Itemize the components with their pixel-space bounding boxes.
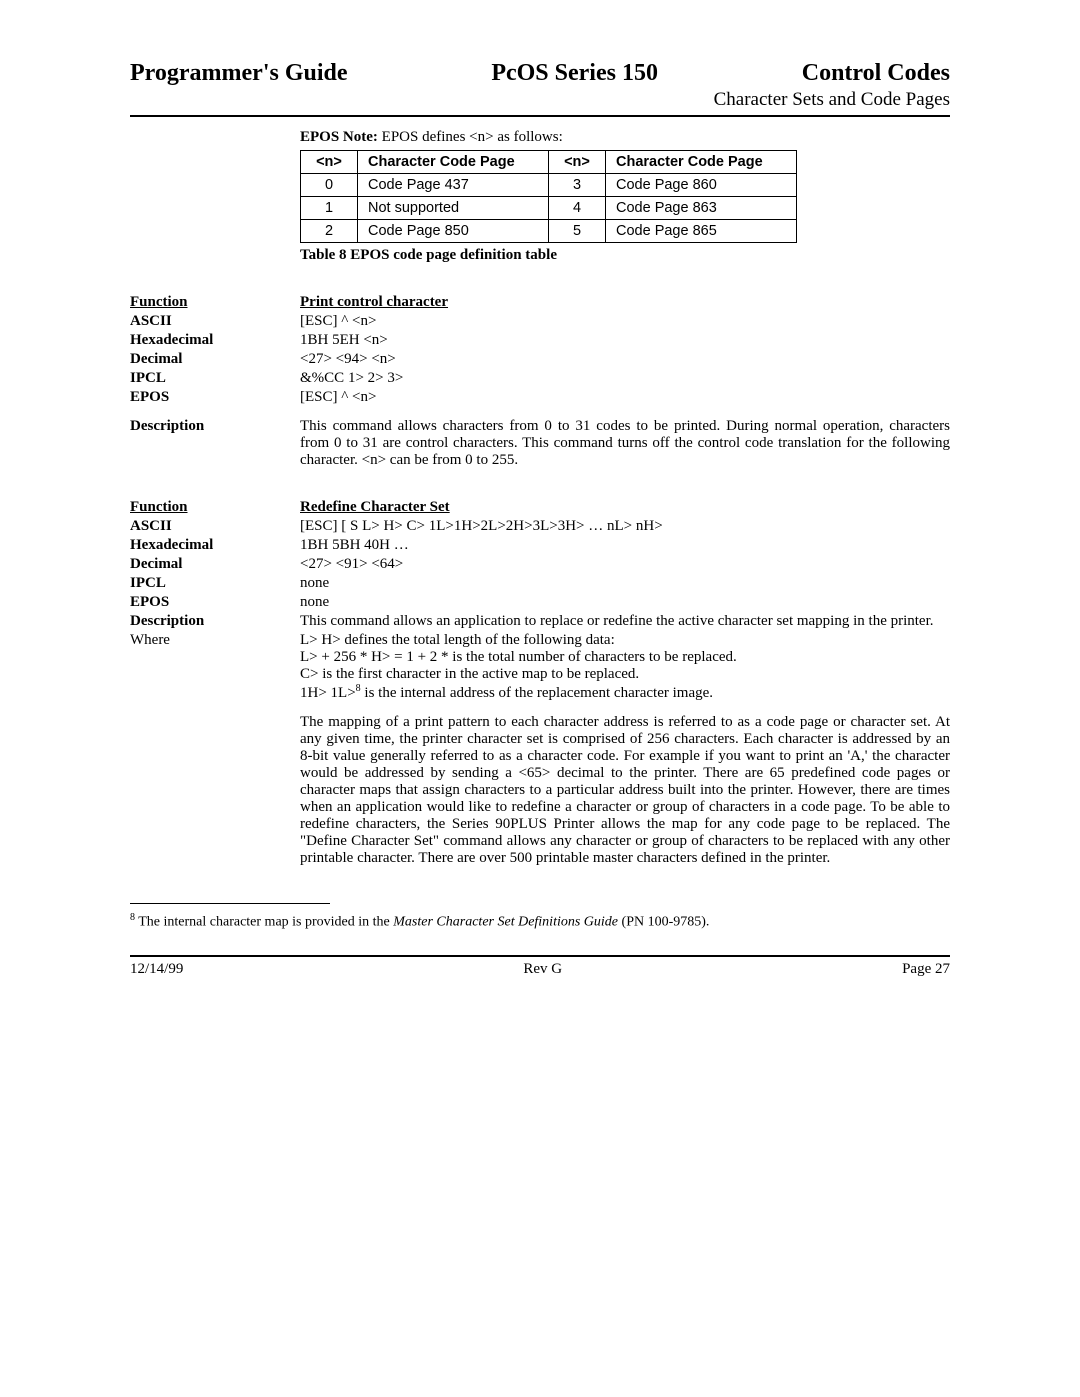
table-caption: Table 8 EPOS code page definition table: [300, 247, 950, 264]
label-ascii: ASCII: [130, 518, 300, 535]
footnote: 8 The internal character map is provided…: [130, 912, 950, 931]
value-function: Redefine Character Set: [300, 499, 950, 516]
footer-left: 12/14/99: [130, 961, 183, 978]
label-epos: EPOS: [130, 594, 300, 611]
th-n2: <n>: [549, 151, 606, 174]
th-cp2: Character Code Page: [606, 151, 797, 174]
label-description: Description: [130, 613, 300, 630]
epos-note-label: EPOS Note:: [300, 129, 378, 145]
value-hex: 1BH 5BH 40H …: [300, 537, 950, 554]
epos-table: <n> Character Code Page <n> Character Co…: [300, 150, 797, 243]
label-ipcl: IPCL: [130, 370, 300, 387]
label-hex: Hexadecimal: [130, 332, 300, 349]
header-sub: Character Sets and Code Pages: [130, 89, 950, 111]
value-ipcl: none: [300, 575, 950, 592]
label-where: Where: [130, 632, 300, 649]
value-function: Print control character: [300, 294, 950, 311]
table-row: 0 Code Page 437 3 Code Page 860: [301, 174, 797, 197]
value-paragraph: The mapping of a print pattern to each c…: [300, 714, 950, 867]
th-n1: <n>: [301, 151, 358, 174]
page-footer: 12/14/99 Rev G Page 27: [130, 961, 950, 978]
header-rule: [130, 115, 950, 117]
label-epos: EPOS: [130, 389, 300, 406]
value-epos: [ESC] ^ <n>: [300, 389, 950, 406]
label-ascii: ASCII: [130, 313, 300, 330]
value-ipcl: &%CC 1> 2> 3>: [300, 370, 950, 387]
value-description: This command allows characters from 0 to…: [300, 418, 950, 469]
header-right: Control Codes: [802, 60, 950, 87]
value-where: L> H> defines the total length of the fo…: [300, 632, 950, 702]
label-function: Function: [130, 499, 300, 516]
page-header: Programmer's Guide PcOS Series 150 Contr…: [130, 60, 950, 87]
value-hex: 1BH 5EH <n>: [300, 332, 950, 349]
footer-rule: [130, 955, 950, 957]
label-dec: Decimal: [130, 351, 300, 368]
table-row: 2 Code Page 850 5 Code Page 865: [301, 220, 797, 243]
footer-center: Rev G: [523, 961, 562, 978]
value-description: This command allows an application to re…: [300, 613, 950, 630]
label-hex: Hexadecimal: [130, 537, 300, 554]
footer-right: Page 27: [902, 961, 950, 978]
table-row: 1 Not supported 4 Code Page 863: [301, 197, 797, 220]
label-function: Function: [130, 294, 300, 311]
epos-note: EPOS Note: EPOS defines <n> as follows:: [300, 129, 950, 146]
value-dec: <27> <94> <n>: [300, 351, 950, 368]
footnote-rule: [130, 903, 330, 904]
value-ascii: [ESC] ^ <n>: [300, 313, 950, 330]
label-dec: Decimal: [130, 556, 300, 573]
th-cp1: Character Code Page: [358, 151, 549, 174]
epos-note-text: EPOS defines <n> as follows:: [378, 129, 563, 145]
label-description: Description: [130, 418, 300, 435]
header-left: Programmer's Guide: [130, 60, 348, 87]
value-ascii2: [ESC] [ S L> H> C> 1L>1H>2L>2H>3L>3H> … …: [300, 518, 950, 535]
header-center: PcOS Series 150: [491, 60, 658, 87]
value-dec: <27> <91> <64>: [300, 556, 950, 573]
value-epos: none: [300, 594, 950, 611]
label-ipcl: IPCL: [130, 575, 300, 592]
